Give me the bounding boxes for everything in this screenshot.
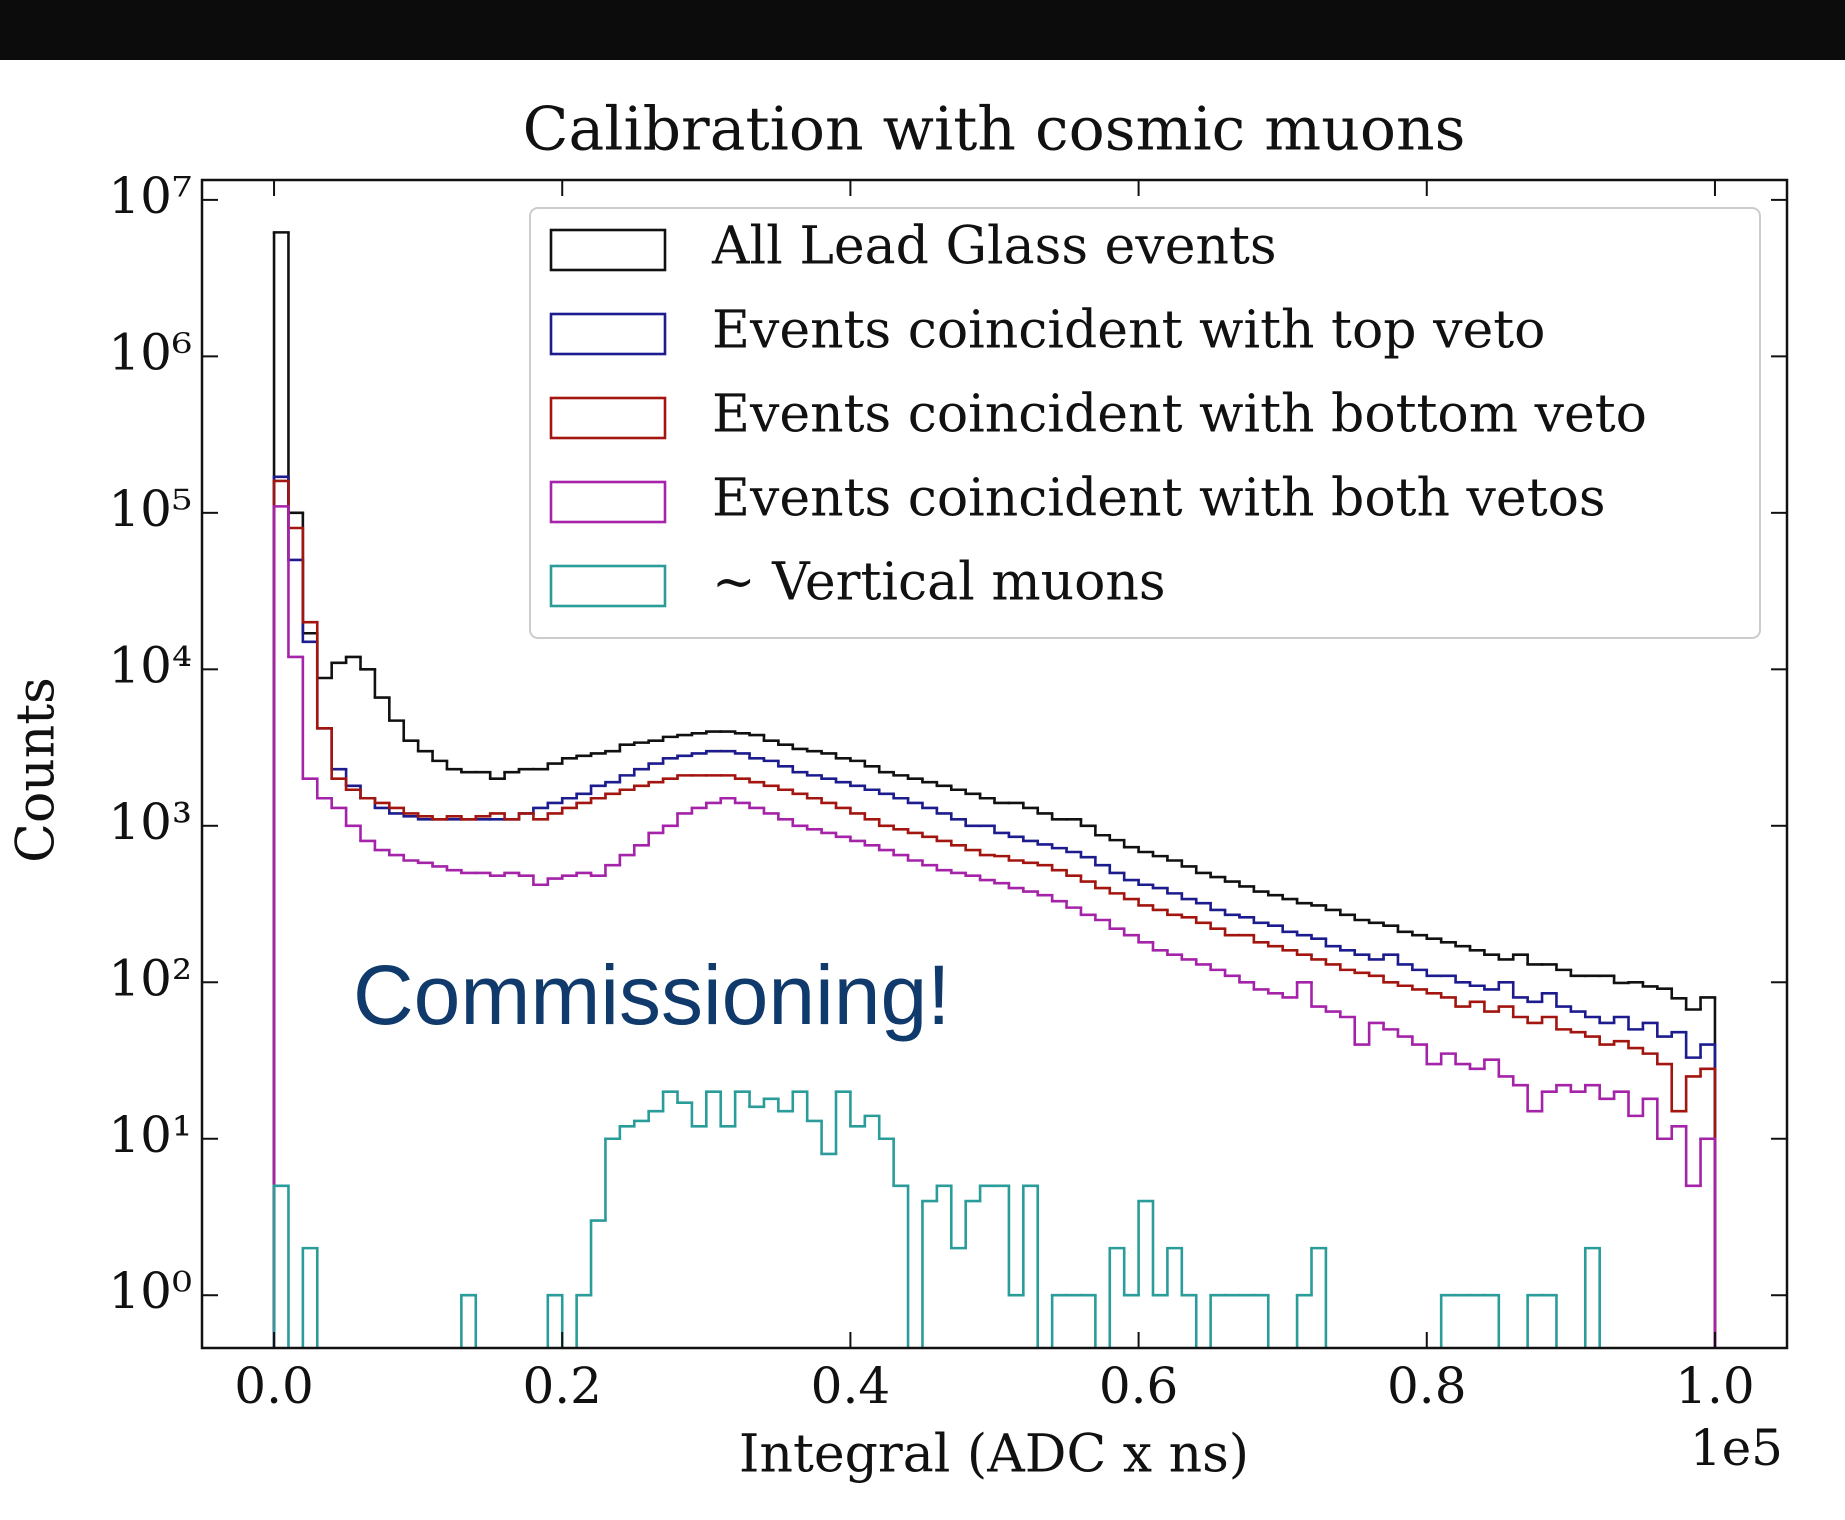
y-tick-label: 10³: [108, 793, 192, 851]
top-bar: [0, 0, 1845, 60]
x-tick-label: 0.8: [1387, 1357, 1467, 1415]
y-axis-label: Counts: [7, 677, 67, 863]
x-tick-label: 1.0: [1675, 1357, 1755, 1415]
legend-swatch: [549, 480, 667, 524]
legend-label: ~ Vertical muons: [712, 553, 1166, 613]
x-tick-label: 0.2: [522, 1357, 602, 1415]
chart-title: Calibration with cosmic muons: [523, 95, 1466, 165]
legend-swatch: [549, 228, 667, 272]
legend-label: Events coincident with top veto: [712, 301, 1545, 361]
legend-swatch: [549, 312, 667, 356]
y-tick-label: 10⁶: [108, 323, 192, 381]
legend: All Lead Glass events Events coincident w…: [529, 207, 1761, 639]
plot-area: [272, 231, 1717, 1348]
legend-label: All Lead Glass events: [711, 217, 1277, 277]
x-offset-label: 1e5: [1690, 1419, 1783, 1477]
annotation: Commissioning!: [353, 948, 951, 1042]
x-tick-label: 0.0: [234, 1357, 314, 1415]
legend-swatch: [549, 564, 667, 608]
y-tick-label: 10⁷: [108, 167, 192, 225]
y-tick-label: 10⁵: [108, 480, 192, 538]
legend-label: Events coincident with both vetos: [712, 469, 1606, 529]
x-tick-label: 0.4: [811, 1357, 891, 1415]
x-tick-label: 0.6: [1099, 1357, 1179, 1415]
x-axis-label: Integral (ADC x ns): [739, 1425, 1249, 1485]
y-tick-label: 10⁰: [108, 1262, 192, 1320]
legend-label: Events coincident with bottom veto: [712, 385, 1647, 445]
legend-swatch: [549, 396, 667, 440]
axes-frame: [200, 178, 1789, 1350]
axes: 0.0 0.2 0.4 0.6 0.8 1.0 10⁰ 10¹ 10² 10³ 10⁴ 10⁵ 10⁶ 1…: [108, 167, 1789, 1415]
legend-box: [529, 207, 1761, 639]
y-tick-label: 10²: [108, 949, 192, 1007]
y-tick-label: 10⁴: [108, 636, 192, 694]
y-tick-label: 10¹: [108, 1106, 192, 1164]
